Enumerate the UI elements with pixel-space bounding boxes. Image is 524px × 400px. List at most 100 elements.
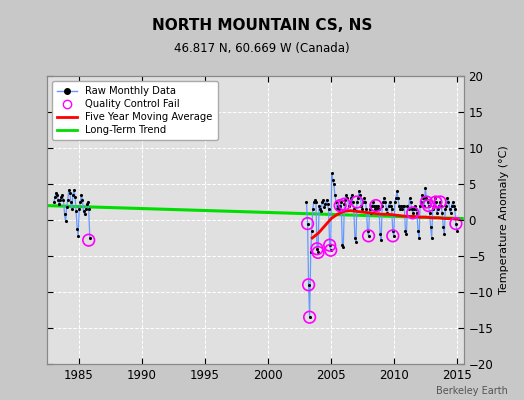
Point: [338, 242, 346, 248]
Point: [420, 202, 429, 209]
Legend: Raw Monthly Data, Quality Control Fail, Five Year Moving Average, Long-Term Tren: Raw Monthly Data, Quality Control Fail, …: [52, 81, 217, 140]
Point: [347, 192, 356, 198]
Point: [325, 242, 334, 248]
Point: [424, 202, 433, 209]
Point: [317, 208, 325, 214]
Point: [407, 199, 415, 205]
Point: [433, 210, 441, 216]
Point: [376, 231, 385, 238]
Text: 46.817 N, 60.669 W (Canada): 46.817 N, 60.669 W (Canada): [174, 42, 350, 55]
Point: [452, 220, 460, 227]
Point: [311, 197, 319, 203]
Point: [308, 228, 316, 234]
Point: [316, 206, 324, 212]
Point: [411, 202, 419, 209]
Point: [77, 192, 85, 198]
Point: [336, 202, 344, 209]
Point: [312, 199, 320, 205]
Point: [399, 202, 408, 209]
Point: [342, 192, 351, 198]
Point: [360, 195, 368, 202]
Point: [436, 199, 444, 205]
Point: [64, 186, 73, 193]
Point: [373, 206, 381, 212]
Point: [83, 199, 92, 205]
Point: [50, 199, 58, 205]
Point: [387, 202, 395, 209]
Point: [429, 206, 437, 212]
Point: [383, 206, 391, 212]
Point: [68, 206, 76, 212]
Point: [450, 202, 458, 209]
Point: [362, 206, 370, 212]
Text: Berkeley Earth: Berkeley Earth: [436, 386, 508, 396]
Point: [437, 202, 445, 209]
Point: [446, 210, 455, 216]
Point: [313, 246, 321, 252]
Point: [432, 199, 440, 205]
Point: [409, 210, 417, 216]
Point: [453, 228, 461, 234]
Point: [372, 202, 380, 209]
Point: [436, 199, 444, 205]
Point: [409, 210, 417, 216]
Point: [82, 201, 91, 207]
Point: [325, 242, 334, 248]
Point: [439, 224, 447, 230]
Point: [390, 199, 399, 205]
Point: [440, 231, 449, 238]
Point: [419, 195, 428, 202]
Point: [451, 206, 459, 212]
Point: [63, 197, 72, 203]
Point: [56, 197, 64, 203]
Point: [368, 199, 377, 205]
Point: [303, 220, 312, 227]
Point: [315, 202, 323, 209]
Point: [428, 235, 436, 241]
Point: [304, 282, 313, 288]
Point: [62, 204, 71, 210]
Point: [332, 199, 340, 205]
Point: [318, 199, 326, 205]
Point: [363, 228, 372, 234]
Point: [380, 195, 388, 202]
Point: [351, 235, 359, 241]
Point: [313, 246, 321, 252]
Point: [381, 199, 389, 205]
Point: [435, 202, 443, 209]
Point: [321, 201, 330, 207]
Point: [343, 195, 352, 202]
Point: [57, 194, 66, 200]
Point: [354, 195, 362, 202]
Point: [344, 202, 353, 209]
Point: [383, 210, 391, 216]
Point: [333, 206, 341, 212]
Point: [394, 195, 402, 202]
Point: [52, 190, 60, 196]
Point: [422, 195, 431, 202]
Point: [447, 202, 456, 209]
Point: [78, 197, 86, 203]
Point: [53, 192, 61, 198]
Point: [67, 199, 75, 205]
Point: [396, 206, 405, 212]
Point: [331, 192, 339, 198]
Point: [348, 199, 357, 205]
Point: [386, 199, 394, 205]
Point: [319, 197, 328, 203]
Point: [61, 218, 70, 225]
Point: [304, 282, 313, 288]
Point: [421, 184, 430, 191]
Point: [73, 226, 81, 232]
Point: [395, 202, 403, 209]
Point: [392, 195, 400, 202]
Point: [400, 202, 409, 209]
Point: [76, 199, 84, 205]
Point: [353, 199, 361, 205]
Point: [346, 195, 355, 202]
Point: [75, 206, 83, 212]
Point: [84, 237, 93, 243]
Point: [324, 206, 333, 212]
Point: [340, 201, 348, 207]
Point: [365, 206, 374, 212]
